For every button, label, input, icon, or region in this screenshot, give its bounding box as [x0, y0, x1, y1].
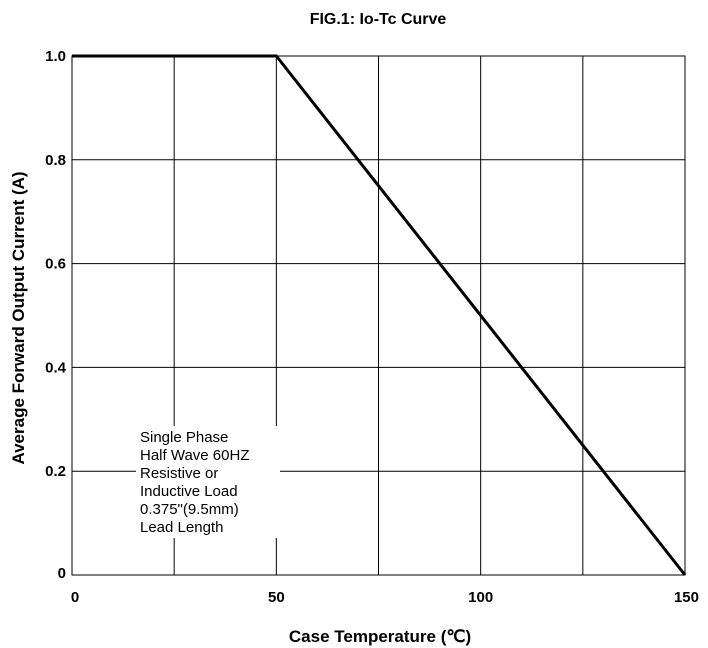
annotation-line: Lead Length: [140, 519, 223, 536]
annotation-line: Half Wave 60HZ: [140, 447, 249, 464]
annotation-line: Resistive or: [140, 465, 218, 482]
y-tick-label: 0.6: [45, 256, 66, 273]
y-tick-label: 0.2: [45, 463, 66, 480]
plot-frame: [71, 55, 686, 576]
annotation-line: Inductive Load: [140, 483, 238, 500]
y-tick-label: 0: [58, 565, 66, 582]
y-axis-label: Average Forward Output Current (A): [9, 171, 28, 464]
x-tick-label: 50: [268, 589, 285, 606]
y-tick-label: 1.0: [45, 48, 66, 65]
series-line-io-tc: [72, 54, 687, 576]
y-tick-labels: 0 0.2 0.4 0.6 0.8 1.0: [45, 48, 67, 582]
annotation-line: 0.375"(9.5mm): [140, 501, 239, 518]
annotation-line: Single Phase: [140, 429, 228, 446]
x-tick-labels: 0 50 100 150: [71, 589, 699, 606]
x-tick-label: 0: [71, 589, 79, 606]
annotation-background: [136, 426, 280, 538]
x-axis-label: Case Temperature (℃): [289, 627, 471, 646]
x-tick-label: 150: [674, 589, 699, 606]
grid: [72, 56, 685, 575]
chart-title: FIG.1: Io-Tc Curve: [310, 11, 447, 28]
x-tick-label: 100: [468, 589, 493, 606]
y-tick-label: 0.8: [45, 152, 66, 169]
y-tick-label: 0.4: [45, 359, 67, 376]
